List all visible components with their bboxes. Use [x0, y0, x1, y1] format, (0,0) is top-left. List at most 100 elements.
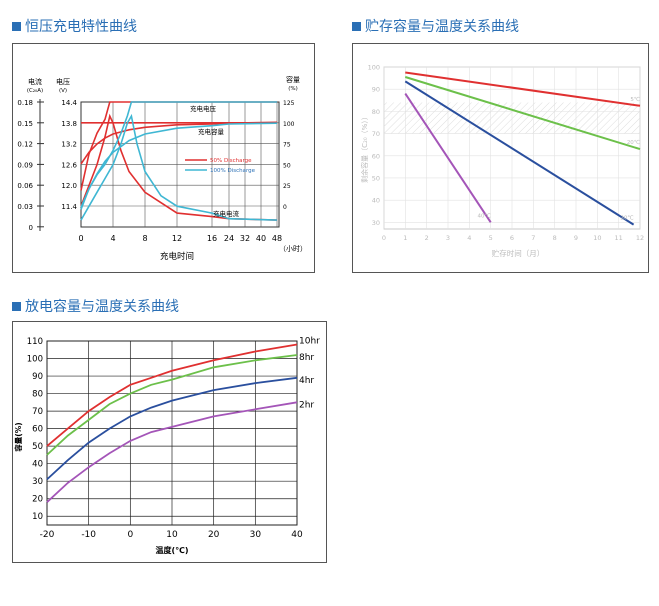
x-tick-label: 48 — [272, 234, 282, 243]
current-tick-label: 0.06 — [17, 182, 33, 190]
y-tick-label: 40 — [372, 197, 380, 205]
x-tick-label: 7 — [531, 234, 535, 242]
square-bullet-icon — [12, 302, 21, 311]
storage-chart-frame: 0 1 2 3 4 5 6 7 8 9 10 11 12 100 90 80 70 60 50 40 30 贮存时间（月）… — [352, 43, 649, 273]
x-tick-label: 12 — [636, 234, 644, 242]
x-tick-label: 4 — [467, 234, 471, 242]
curve-label-current: 充电电流 — [213, 209, 240, 218]
y-tick-label: 20 — [32, 495, 43, 505]
charge-title-text: 恒压充电特性曲线 — [25, 19, 137, 35]
discharge-section-title: 放电容量与温度关系曲线 — [12, 298, 179, 316]
capacity-tick-label: 50 — [283, 162, 291, 169]
current-tick-label: 0.12 — [17, 141, 33, 149]
y-tick-label: 90 — [32, 372, 43, 382]
voltage-axis-label: 电压 — [56, 77, 70, 86]
x-tick-label: 6 — [510, 234, 514, 242]
series-line-green — [46, 354, 298, 456]
series-label: 20℃ — [627, 139, 640, 146]
x-tick-label: 8 — [142, 234, 147, 243]
series-line-current — [80, 113, 278, 221]
y-tick-label: 60 — [32, 425, 43, 435]
current-tick-label: 0.18 — [17, 99, 33, 107]
series-line-purple — [404, 93, 492, 223]
voltage-tick-label: 14.4 — [61, 99, 77, 107]
series-label: 30℃ — [620, 215, 633, 222]
capacity-tick-label: 75 — [283, 142, 291, 149]
x-axis-label: 充电时间 — [160, 251, 194, 262]
capacity-axis-unit: (%) — [288, 86, 298, 92]
series-label: 5℃ — [630, 96, 640, 103]
charge-section-title: 恒压充电特性曲线 — [12, 18, 137, 36]
series-line-blue — [404, 80, 635, 226]
x-tick-label: 8 — [553, 234, 557, 242]
current-tick-label: 0 — [29, 224, 33, 232]
x-tick-label: 0 — [78, 234, 83, 243]
series-line-purple — [46, 401, 298, 503]
voltage-tick-label: 13.8 — [61, 120, 77, 128]
y-tick-label: 80 — [372, 108, 380, 116]
series-line-red — [405, 71, 641, 107]
x-tick-label: 24 — [224, 234, 234, 243]
x-tick-label: -20 — [40, 530, 55, 540]
y-tick-label: 50 — [32, 442, 43, 452]
discharge-title-text: 放电容量与温度关系曲线 — [25, 299, 179, 315]
capacity-tick-label: 0 — [283, 204, 287, 211]
x-tick-label: 16 — [207, 234, 217, 243]
legend-label-50: 50% Discharge — [210, 158, 252, 164]
y-tick-label: 70 — [32, 407, 43, 417]
x-tick-label: 20 — [208, 530, 220, 540]
voltage-tick-label: 12.6 — [61, 161, 77, 169]
charge-chart: 电流 (C₂₀A) 0.18 0.15 0.12 0.09 0.06 0.03 0 电压 (V) 14… — [17, 75, 307, 262]
x-tick-label: 40 — [256, 234, 266, 243]
y-tick-label: 60 — [372, 152, 380, 160]
series-label: 2hr — [299, 400, 314, 410]
y-tick-label: 110 — [27, 337, 43, 347]
series-line-current — [80, 113, 278, 221]
current-tick-label: 0.03 — [17, 203, 33, 211]
x-tick-label: 10 — [166, 530, 178, 540]
x-axis-label: 贮存时间（月） — [492, 248, 545, 258]
y-tick-label: 30 — [372, 219, 380, 227]
capacity-axis-label: 容量 — [286, 75, 300, 84]
y-tick-label: 30 — [32, 477, 43, 487]
x-tick-label: 40 — [291, 530, 303, 540]
x-tick-label: 2 — [425, 234, 429, 242]
x-tick-label: 0 — [382, 234, 386, 242]
series-label: 40℃ — [477, 212, 490, 219]
x-tick-label: 1 — [403, 234, 407, 242]
x-tick-label: 32 — [240, 234, 250, 243]
discharge-chart-frame: -20 -10 0 10 20 30 40 110 100 90 80 70 60 50 40 30 20 10 温… — [12, 321, 327, 563]
voltage-tick-label: 13.2 — [61, 141, 77, 149]
series-label: 4hr — [299, 376, 314, 386]
x-tick-label: 12 — [172, 234, 182, 243]
x-tick-label: 0 — [127, 530, 133, 540]
x-tick-label: 5 — [489, 234, 493, 242]
curve-label-voltage: 充电电压 — [190, 104, 217, 113]
current-tick-label: 0.09 — [17, 161, 33, 169]
voltage-axis-unit: (V) — [59, 88, 67, 94]
capacity-tick-label: 125 — [283, 100, 295, 107]
capacity-tick-label: 100 — [283, 121, 295, 128]
x-axis-unit: （小时） — [279, 244, 307, 253]
series-line-voltage — [80, 101, 277, 191]
series-line-blue — [46, 376, 298, 481]
y-tick-label: 70 — [372, 130, 380, 138]
x-tick-label: 9 — [574, 234, 578, 242]
discharge-chart: -20 -10 0 10 20 30 40 110 100 90 80 70 60 50 40 30 20 10 温… — [13, 337, 320, 555]
x-tick-label: 10 — [593, 234, 601, 242]
y-tick-label: 80 — [32, 390, 43, 400]
series-label: 8hr — [299, 353, 314, 363]
series-line-green — [405, 76, 641, 151]
y-tick-label: 50 — [372, 174, 380, 182]
square-bullet-icon — [12, 22, 21, 31]
storage-title-text: 贮存容量与温度关系曲线 — [365, 19, 519, 35]
y-tick-label: 90 — [372, 86, 380, 94]
x-tick-label: -10 — [81, 530, 96, 540]
y-axis-label: 剩余容量（C₂₀（%）） — [360, 113, 369, 183]
series-label: 10hr — [299, 337, 320, 347]
current-tick-label: 0.15 — [17, 120, 33, 128]
series-line-red — [46, 343, 298, 447]
current-axis-label: 电流 — [28, 77, 42, 86]
square-bullet-icon — [352, 22, 361, 31]
storage-chart: 0 1 2 3 4 5 6 7 8 9 10 11 1210090807060504030贮存时间（月）… — [360, 64, 644, 259]
